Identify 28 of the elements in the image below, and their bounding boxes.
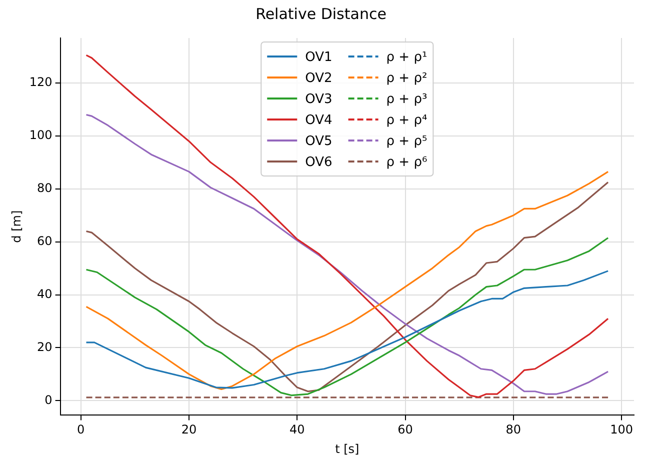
x-tick-label: 20: [181, 422, 197, 437]
y-axis-title: d [m]: [9, 210, 24, 243]
legend-label: ρ + ρ²: [386, 70, 428, 86]
legend-label: ρ + ρ⁶: [386, 154, 428, 170]
legend-label: OV6: [305, 154, 332, 170]
legend-label: ρ + ρ⁴: [386, 112, 428, 128]
x-tick-label: 60: [398, 422, 413, 437]
legend-label: OV1: [305, 50, 332, 65]
legend-label: OV3: [305, 92, 332, 107]
x-tick-label: 80: [506, 422, 522, 437]
y-tick-label: 60: [37, 234, 52, 248]
y-tick-label: 100: [29, 128, 52, 142]
legend-label: ρ + ρ³: [386, 92, 428, 107]
legend-label: OV2: [305, 70, 332, 86]
y-tick-label: 80: [37, 181, 52, 196]
legend-label: ρ + ρ⁵: [386, 134, 428, 149]
y-tick-label: 20: [37, 340, 52, 354]
x-tick-label: 40: [289, 422, 305, 437]
legend-label: ρ + ρ¹: [386, 50, 428, 65]
y-tick-label: 40: [37, 286, 52, 301]
y-tick-label: 0: [44, 392, 52, 407]
legend-label: OV4: [305, 112, 332, 128]
x-axis-title: t [s]: [335, 442, 360, 456]
x-tick-label: 0: [77, 422, 85, 437]
y-tick-label: 120: [29, 75, 52, 90]
x-tick-label: 100: [610, 422, 634, 437]
chart-title: Relative Distance: [256, 4, 386, 23]
legend-label: OV5: [305, 134, 332, 149]
